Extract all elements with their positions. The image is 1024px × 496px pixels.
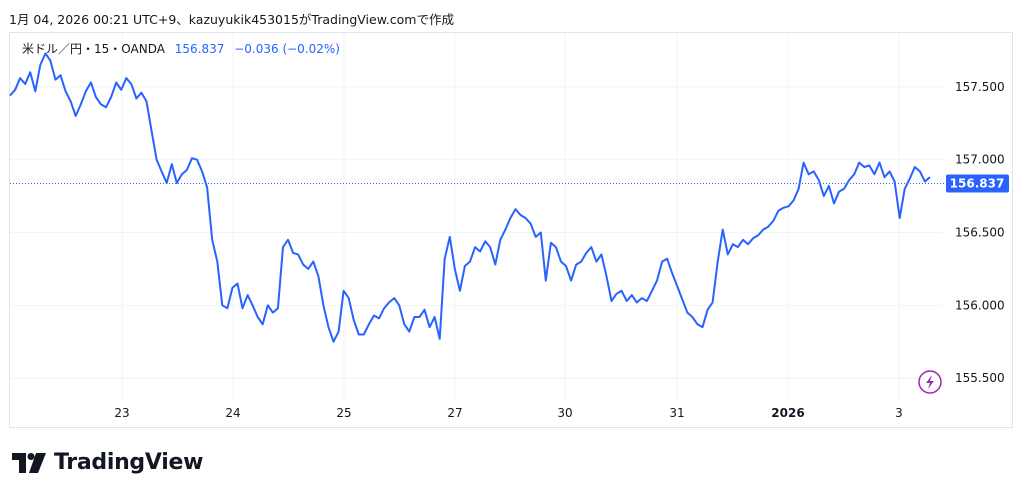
x-tick-label: 27 <box>447 406 462 420</box>
chart-legend: 米ドル／円・15・OANDA 156.837 −0.036 (−0.02%) <box>22 40 340 57</box>
series-line <box>9 52 931 343</box>
x-tick-label: 3 <box>895 406 903 420</box>
lightning-icon[interactable] <box>918 370 942 394</box>
x-tick-label: 25 <box>336 406 351 420</box>
chart-frame <box>9 32 1013 428</box>
legend-price: 156.837 <box>174 42 225 56</box>
legend-symbol: 米ドル／円・15・OANDA <box>22 42 165 56</box>
last-price-tag-text: 156.837 <box>950 176 1005 190</box>
y-tick-label: 156.500 <box>955 226 1005 240</box>
x-tick-label: 31 <box>669 406 684 420</box>
y-axis-labels: 157.500 157.000 156.500 156.000 155.500 <box>955 80 1005 385</box>
horizontal-gridlines <box>10 86 942 379</box>
last-price-tag: 156.837 <box>946 174 1009 193</box>
y-tick-label: 155.500 <box>955 371 1005 385</box>
last-price-tag-bg <box>946 174 1009 193</box>
tradingview-brand[interactable]: TradingView <box>12 450 203 475</box>
x-tick-label: 24 <box>225 406 240 420</box>
legend-change: −0.036 (−0.02%) <box>234 42 340 56</box>
brand-name: TradingView <box>54 450 204 475</box>
x-axis-labels: 23 24 25 27 30 31 2026 3 <box>114 406 902 420</box>
y-tick-label: 157.000 <box>955 153 1005 167</box>
x-tick-label: 30 <box>557 406 572 420</box>
x-tick-label: 23 <box>114 406 129 420</box>
chart-caption: 1月 04, 2026 00:21 UTC+9、kazuyukik453015が… <box>9 12 454 27</box>
vertical-gridlines <box>121 33 900 400</box>
x-tick-label: 2026 <box>771 406 804 420</box>
y-tick-label: 157.500 <box>955 80 1005 94</box>
tradingview-logo-icon <box>12 452 46 473</box>
y-tick-label: 156.000 <box>955 298 1005 312</box>
